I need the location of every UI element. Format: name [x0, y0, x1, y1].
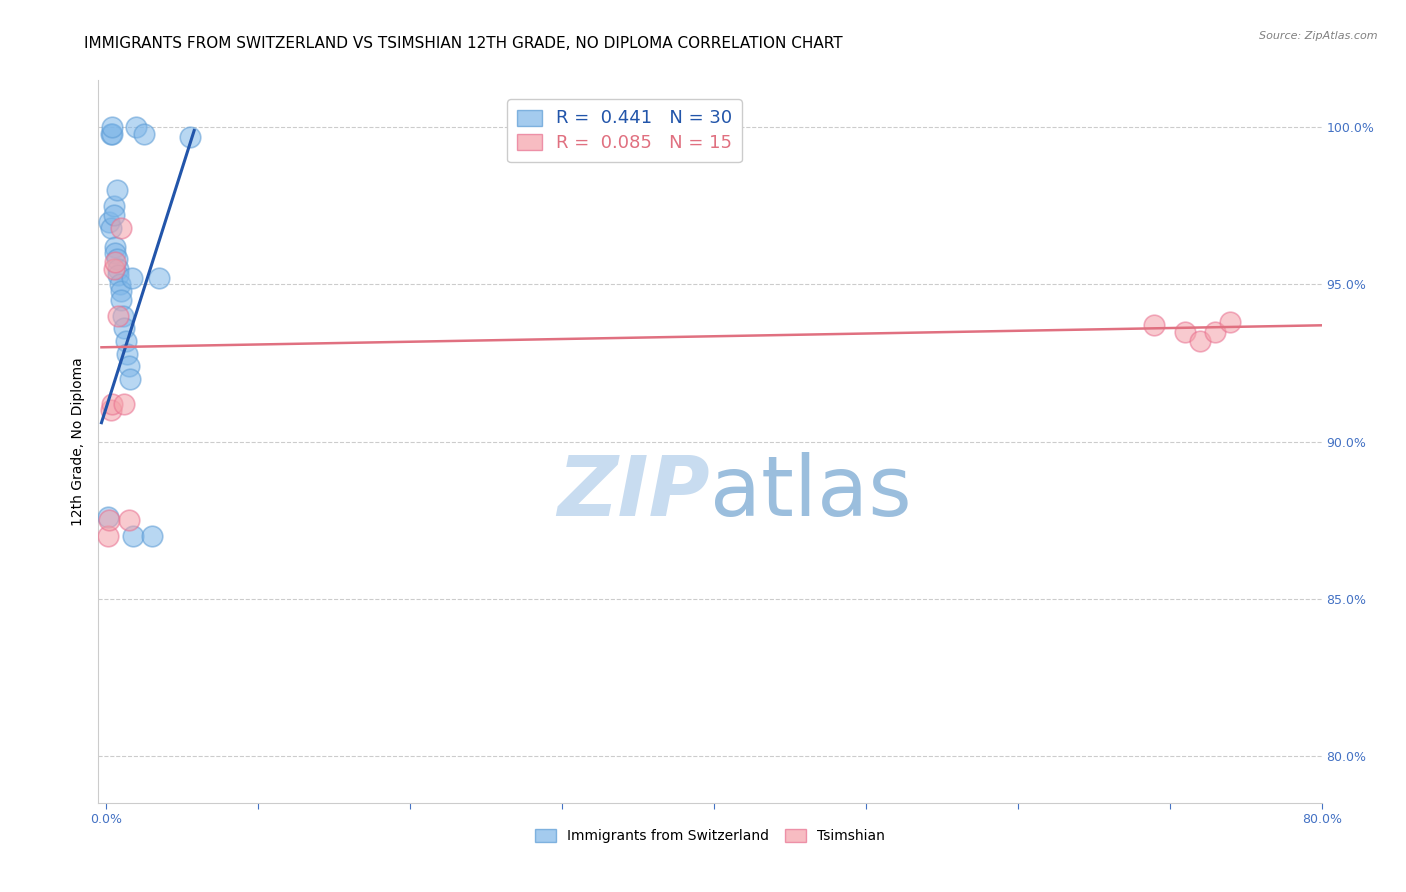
Point	[98, 513, 121, 527]
Point	[98, 214, 121, 228]
Point	[120, 372, 142, 386]
Point	[104, 255, 127, 269]
Point	[1189, 334, 1212, 348]
Point	[1174, 325, 1197, 339]
Point	[96, 510, 118, 524]
Point	[1204, 325, 1226, 339]
Point	[100, 221, 122, 235]
Point	[107, 261, 129, 276]
Point	[108, 277, 131, 292]
Text: ZIP: ZIP	[557, 451, 710, 533]
Point	[132, 127, 155, 141]
Point	[101, 397, 124, 411]
Point	[107, 309, 129, 323]
Point	[110, 221, 132, 235]
Point	[101, 120, 124, 135]
Point	[1219, 315, 1241, 329]
Point	[118, 359, 141, 373]
Point	[114, 334, 136, 348]
Point	[100, 127, 122, 141]
Point	[100, 403, 122, 417]
Point	[110, 284, 132, 298]
Point	[107, 268, 129, 282]
Point	[104, 246, 127, 260]
Point	[121, 271, 143, 285]
Point	[105, 183, 128, 197]
Point	[112, 321, 135, 335]
Text: Source: ZipAtlas.com: Source: ZipAtlas.com	[1260, 31, 1378, 41]
Point	[110, 293, 132, 308]
Point	[103, 261, 125, 276]
Point	[141, 529, 163, 543]
Point	[103, 199, 125, 213]
Point	[105, 252, 128, 267]
Text: atlas: atlas	[710, 451, 911, 533]
Point	[179, 129, 201, 144]
Point	[104, 240, 127, 254]
Point	[148, 271, 170, 285]
Point	[122, 529, 145, 543]
Point	[117, 346, 139, 360]
Point	[101, 127, 124, 141]
Point	[125, 120, 148, 135]
Legend: Immigrants from Switzerland, Tsimshian: Immigrants from Switzerland, Tsimshian	[527, 822, 893, 850]
Point	[96, 529, 118, 543]
Point	[111, 309, 134, 323]
Point	[103, 208, 125, 222]
Y-axis label: 12th Grade, No Diploma: 12th Grade, No Diploma	[72, 357, 86, 526]
Point	[118, 513, 141, 527]
Point	[112, 397, 135, 411]
Point	[1143, 318, 1166, 333]
Text: IMMIGRANTS FROM SWITZERLAND VS TSIMSHIAN 12TH GRADE, NO DIPLOMA CORRELATION CHAR: IMMIGRANTS FROM SWITZERLAND VS TSIMSHIAN…	[84, 36, 844, 51]
